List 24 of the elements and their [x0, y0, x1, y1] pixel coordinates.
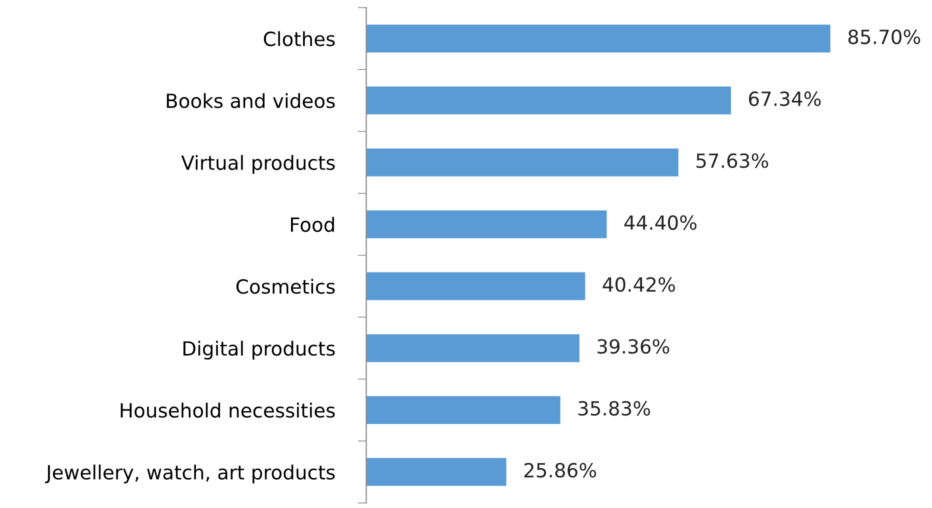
y-tick-label: Digital products: [183, 340, 335, 360]
bar: [366, 148, 678, 176]
y-tick-label: Food: [291, 216, 334, 232]
data-label: 35.83%: [578, 400, 650, 416]
y-tick-label: Household necessities: [120, 402, 335, 418]
data-label: 40.42%: [602, 277, 675, 292]
bar: [366, 210, 607, 238]
bar: [366, 396, 560, 424]
data-label: 67.34%: [749, 91, 821, 106]
y-tick-label: Clothes: [264, 31, 335, 46]
y-tick-label: Books and videos: [166, 93, 335, 108]
bar: [366, 272, 586, 300]
y-tick-label: Virtual products: [181, 155, 335, 174]
data-label: 44.40%: [624, 215, 696, 230]
y-tick-label: Cosmetics: [236, 278, 335, 294]
data-label: 39.36%: [598, 339, 670, 354]
bar: [366, 458, 506, 486]
bar: [366, 86, 731, 114]
y-tick-label: Jewellery, watch, art products: [45, 464, 335, 484]
bar: [366, 334, 580, 362]
data-label: 57.63%: [696, 153, 768, 168]
bar: [366, 24, 830, 53]
data-label: 25.86%: [524, 462, 596, 478]
data-label: 85.70%: [848, 30, 920, 44]
